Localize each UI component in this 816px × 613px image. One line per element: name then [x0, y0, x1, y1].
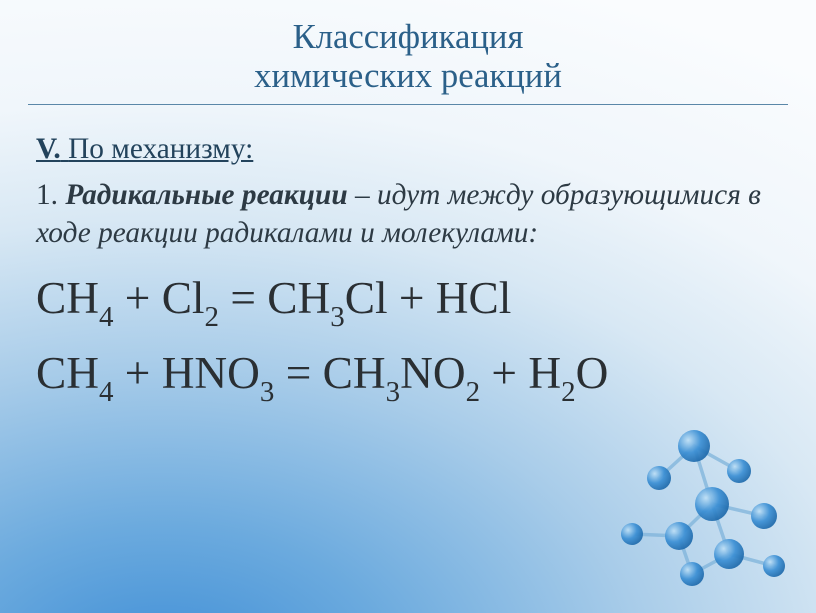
- eq-text: = CH: [274, 348, 385, 398]
- eq-text: CH: [36, 273, 99, 323]
- eq-text: NO: [400, 348, 465, 398]
- eq-text: + HNO: [113, 348, 259, 398]
- slide-content: V. По механизму: 1. Радикальные реакции …: [0, 105, 816, 404]
- eq-text: + H: [480, 348, 561, 398]
- eq-text: = CH: [219, 273, 330, 323]
- eq-text: Cl + HCl: [345, 273, 512, 323]
- eq-text: + Cl: [113, 273, 204, 323]
- equation-1: CH4 + Cl2 = CH3Cl + HCl: [36, 276, 780, 329]
- desc-number: 1.: [36, 179, 58, 211]
- desc-term: Радикальные реакции: [65, 179, 347, 211]
- equations-block: CH4 + Cl2 = CH3Cl + HCl CH4 + HNO3 = CH3…: [36, 276, 780, 404]
- section-roman: V.: [36, 133, 61, 165]
- reaction-description: 1. Радикальные реакции – идут между обра…: [36, 176, 780, 252]
- title-line-1: Классификация: [0, 18, 816, 57]
- subscript: 4: [99, 376, 114, 408]
- slide-title: Классификация химических реакций: [0, 0, 816, 96]
- eq-text: CH: [36, 348, 99, 398]
- subscript: 3: [330, 301, 345, 333]
- eq-text: O: [576, 348, 609, 398]
- subscript: 3: [386, 376, 401, 408]
- desc-dash: –: [348, 179, 377, 211]
- desc-text-wrap: Радикальные реакции – идут между образую…: [36, 179, 761, 249]
- subscript: 2: [205, 301, 220, 333]
- subscript: 4: [99, 301, 114, 333]
- subscript: 2: [466, 376, 481, 408]
- molecule-decoration: [584, 416, 794, 591]
- section-label: По механизму:: [68, 133, 253, 165]
- section-header: V. По механизму:: [36, 133, 780, 166]
- subscript: 2: [561, 376, 576, 408]
- subscript: 3: [260, 376, 275, 408]
- equation-2: CH4 + HNO3 = CH3NO2 + H2O: [36, 351, 780, 404]
- title-line-2: химических реакций: [0, 57, 816, 96]
